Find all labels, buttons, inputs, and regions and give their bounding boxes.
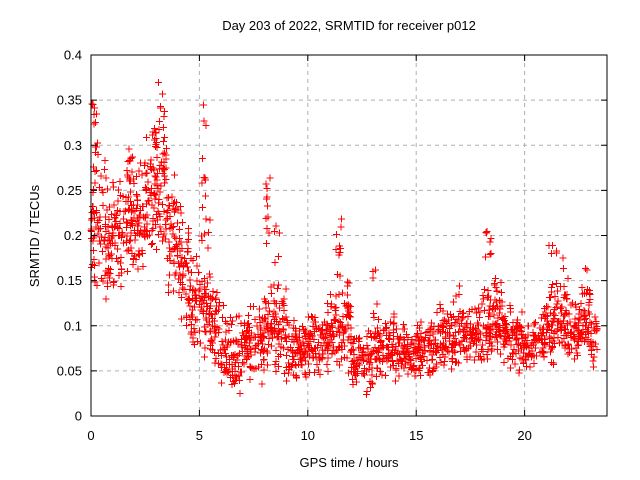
- x-tick-label: 5: [196, 428, 203, 443]
- y-tick-label: 0.35: [57, 93, 82, 108]
- y-tick-label: 0.2: [64, 228, 82, 243]
- y-tick-label: 0.3: [64, 138, 82, 153]
- scatter-markers: [87, 79, 601, 398]
- x-axis-label: GPS time / hours: [300, 455, 399, 470]
- tick-labels: 0 5 10 15 20 0 0.05 0.1 0.15 0.2 0.25 0.3 0.35 0.4: [57, 48, 532, 444]
- y-tick-label: 0.15: [57, 273, 82, 288]
- y-tick-label: 0.1: [64, 318, 82, 333]
- y-tick-label: 0.25: [57, 183, 82, 198]
- y-tick-label: 0: [75, 409, 82, 424]
- y-tick-label: 0.4: [64, 48, 82, 63]
- y-axis-label: SRMTID / TECUs: [27, 184, 42, 287]
- chart-title: Day 203 of 2022, SRMTID for receiver p01…: [222, 18, 476, 33]
- x-tick-label: 15: [409, 428, 423, 443]
- y-tick-label: 0.05: [57, 363, 82, 378]
- x-tick-label: 0: [87, 428, 94, 443]
- axis-ticks: [90, 54, 607, 417]
- data-points: [87, 79, 601, 398]
- x-tick-label: 20: [517, 428, 531, 443]
- x-tick-label: 10: [301, 428, 315, 443]
